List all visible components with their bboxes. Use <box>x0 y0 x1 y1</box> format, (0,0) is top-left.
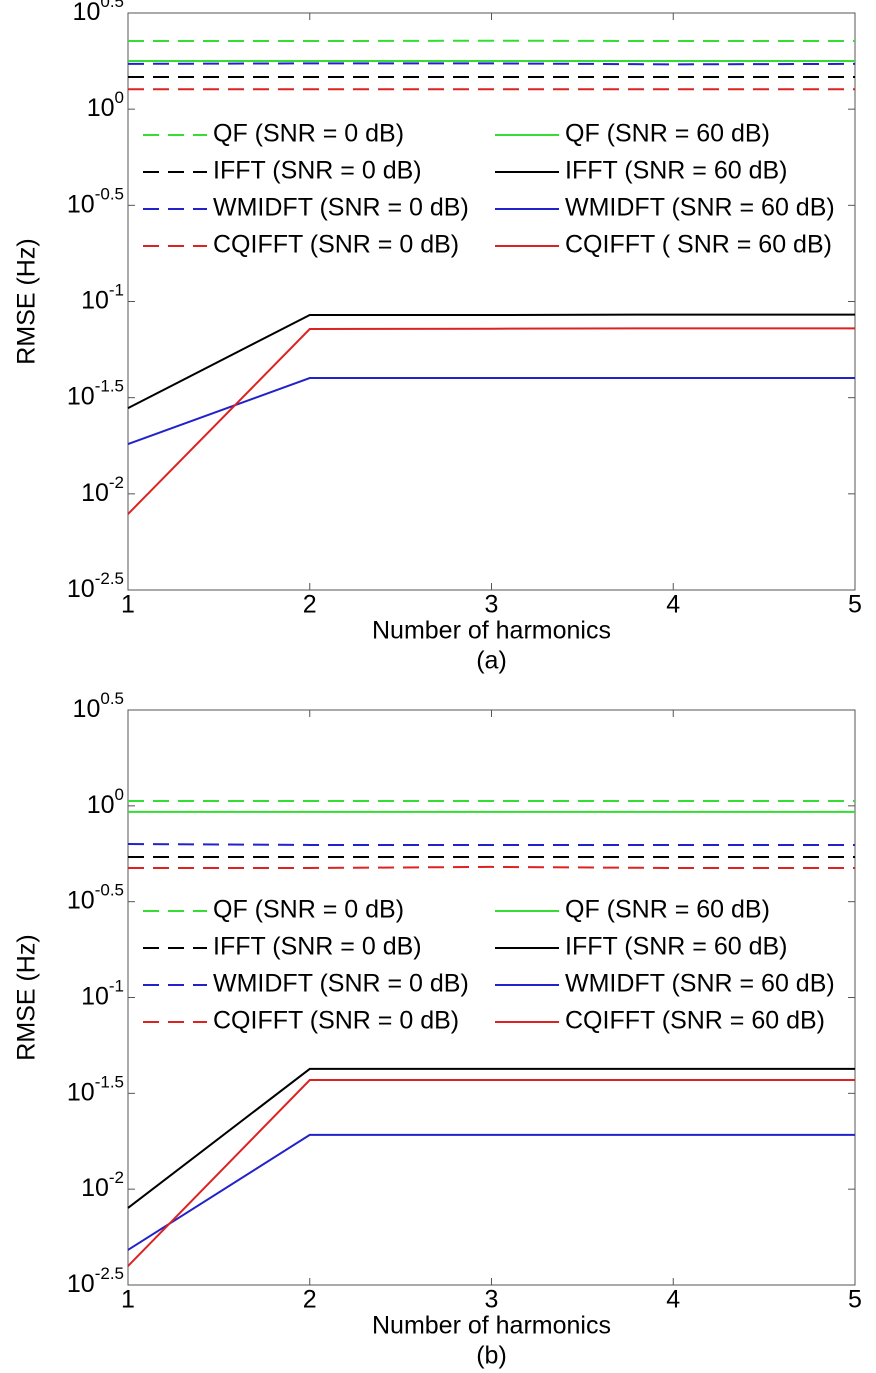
legend-label: QF (SNR = 60 dB) <box>565 120 770 148</box>
y-tick-label: 10-1 <box>81 977 124 1010</box>
x-axis-label: Number of harmonics <box>372 1312 611 1340</box>
x-tick-label: 1 <box>121 591 135 619</box>
y-tick-label: 100.5 <box>73 689 124 722</box>
y-tick-label: 100 <box>87 785 124 818</box>
y-tick-label: 10-0.5 <box>67 185 124 218</box>
y-tick-label: 10-2 <box>81 473 124 506</box>
series-line <box>127 377 855 445</box>
legend-label: IFFT (SNR = 60 dB) <box>565 157 788 185</box>
y-tick-label: 10-2 <box>81 1169 124 1202</box>
legend-label: IFFT (SNR = 0 dB) <box>213 157 422 185</box>
legend-label: WMIDFT (SNR = 60 dB) <box>565 970 835 998</box>
y-tick-label: 10-0.5 <box>67 881 124 914</box>
legend-label: QF (SNR = 0 dB) <box>213 896 404 924</box>
series-line <box>127 327 855 515</box>
series-line <box>127 1079 855 1267</box>
y-tick-label: 10-1.5 <box>67 1073 124 1106</box>
x-tick-label: 5 <box>848 1286 862 1314</box>
y-tick-label: 100.5 <box>73 0 124 26</box>
series-line <box>127 1067 855 1209</box>
series-line <box>127 843 855 846</box>
y-axis-label: RMSE (Hz) <box>13 238 41 364</box>
y-tick-label: 100 <box>87 89 124 122</box>
legend-label: WMIDFT (SNR = 0 dB) <box>213 970 469 998</box>
x-tick-label: 4 <box>666 1286 680 1314</box>
legend-label: QF (SNR = 0 dB) <box>213 120 404 148</box>
x-axis-label: Number of harmonics <box>372 617 611 645</box>
y-tick-label: 10-2.5 <box>67 1264 124 1297</box>
y-tick-label: 10-1.5 <box>67 377 124 410</box>
x-tick-label: 5 <box>848 591 862 619</box>
x-tick-label: 2 <box>303 591 317 619</box>
legend-label: CQIFFT (SNR = 0 dB) <box>213 231 459 259</box>
caption: (b) <box>476 1342 507 1370</box>
y-axis-label: RMSE (Hz) <box>13 934 41 1060</box>
x-tick-label: 3 <box>485 591 499 619</box>
series-line <box>127 1133 855 1251</box>
legend-label: IFFT (SNR = 0 dB) <box>213 933 422 961</box>
legend-label: QF (SNR = 60 dB) <box>565 896 770 924</box>
x-tick-label: 3 <box>485 1286 499 1314</box>
series-line <box>127 313 855 410</box>
legend-label: CQIFFT ( SNR = 60 dB) <box>565 231 832 259</box>
legend-label: IFFT (SNR = 60 dB) <box>565 933 788 961</box>
legend-label: CQIFFT (SNR = 60 dB) <box>565 1007 825 1035</box>
legend-label: WMIDFT (SNR = 0 dB) <box>213 194 469 222</box>
caption: (a) <box>476 647 507 675</box>
legend-label: WMIDFT (SNR = 60 dB) <box>565 194 835 222</box>
x-tick-label: 1 <box>121 1286 135 1314</box>
legend-label: CQIFFT (SNR = 0 dB) <box>213 1007 459 1035</box>
y-tick-label: 10-2.5 <box>67 569 124 602</box>
x-tick-label: 2 <box>303 1286 317 1314</box>
series-line <box>128 865 855 869</box>
plot-area <box>127 12 856 591</box>
y-tick-label: 10-1 <box>81 281 124 314</box>
series-line <box>127 62 856 66</box>
x-tick-label: 4 <box>666 591 680 619</box>
